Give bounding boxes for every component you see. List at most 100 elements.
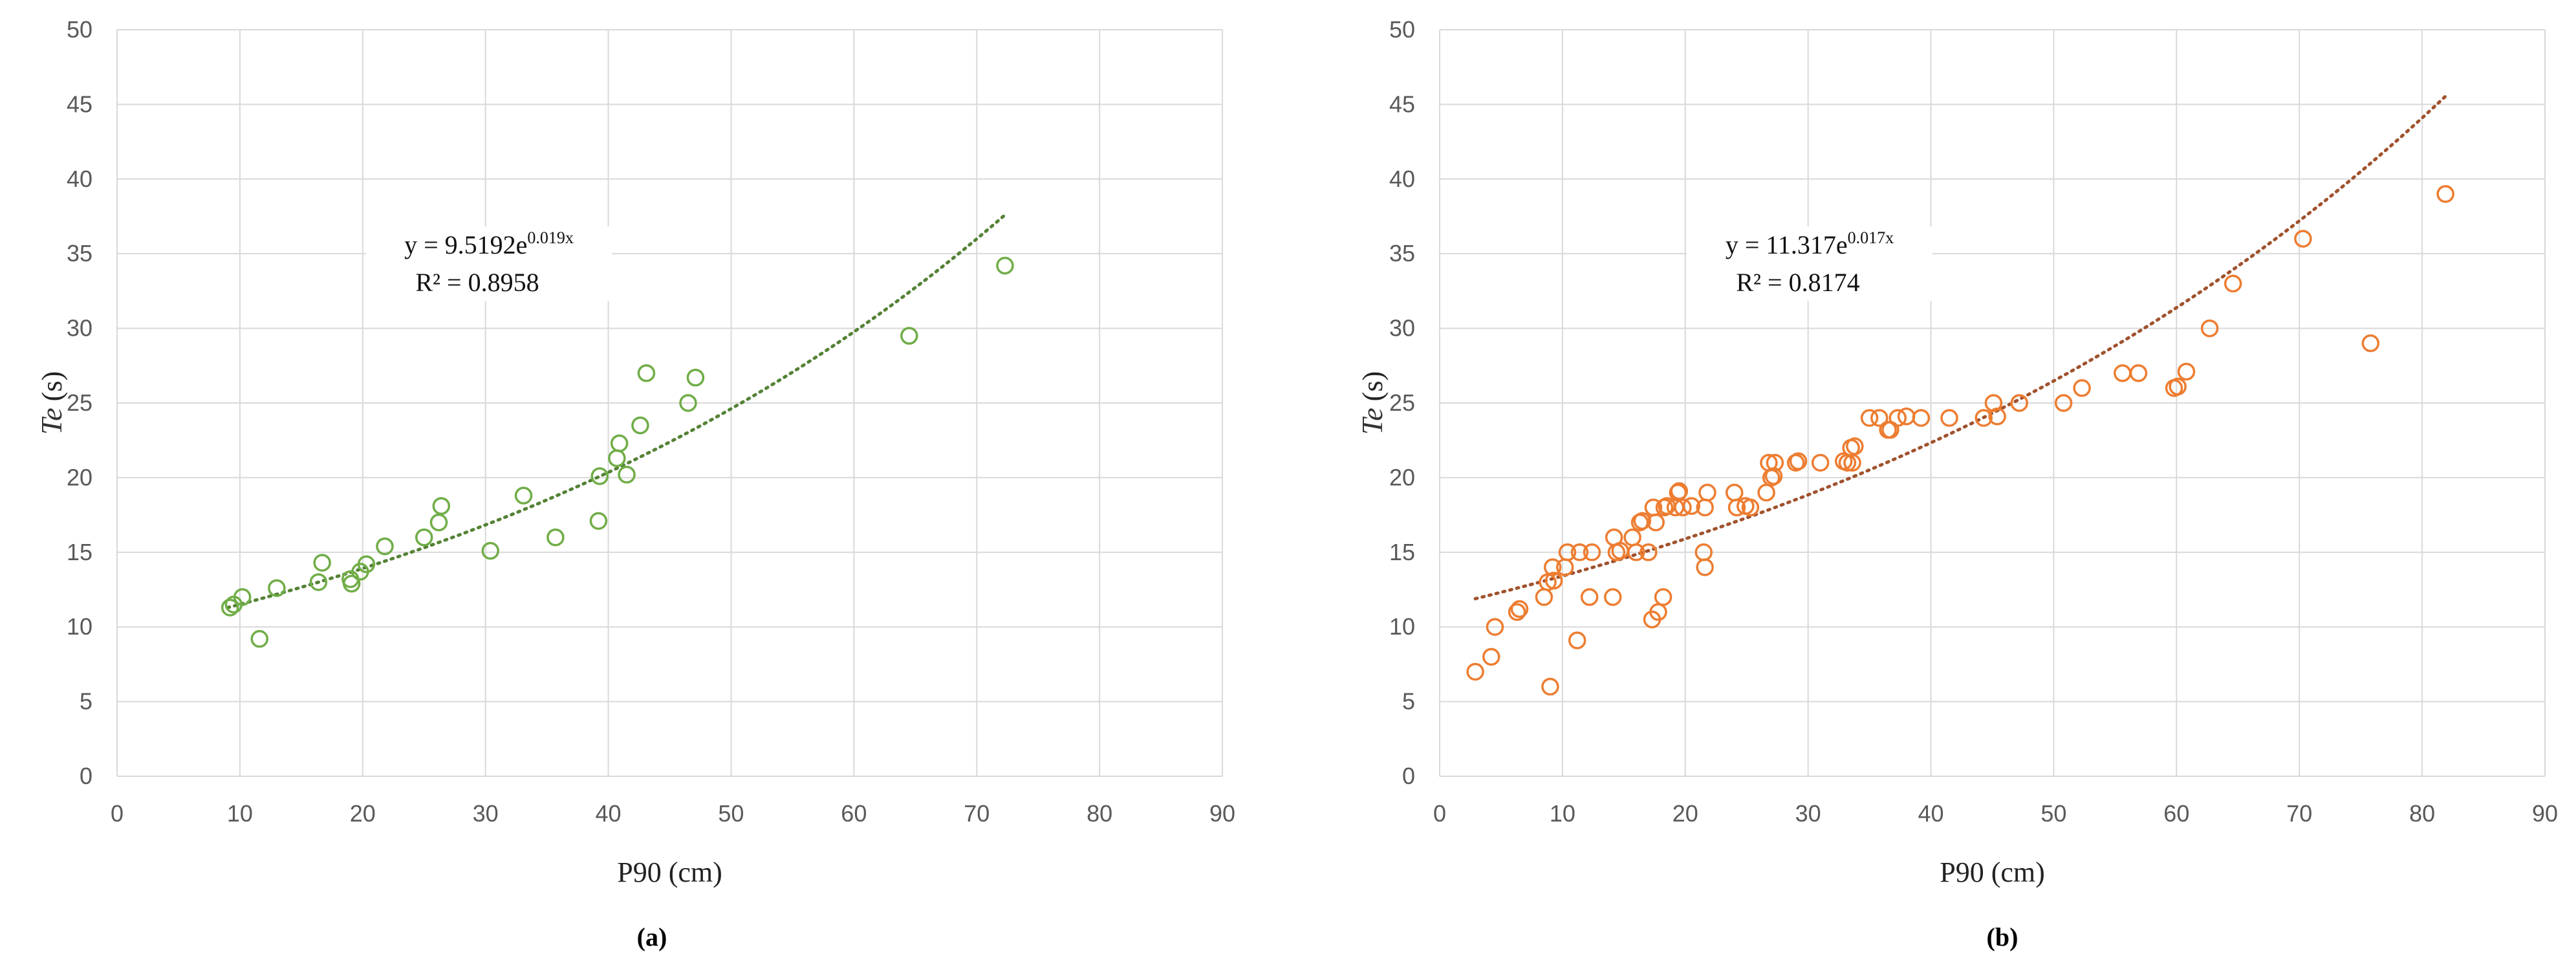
y-tick-label: 35 <box>67 240 92 267</box>
data-point <box>1558 543 1577 561</box>
y-axis-title-symbol: Te <box>1356 408 1389 435</box>
data-point <box>547 528 565 547</box>
y-axis-title-unit: (s) <box>1357 371 1389 401</box>
data-point <box>1535 588 1553 606</box>
data-point <box>357 555 376 574</box>
y-tick-label: 45 <box>1389 91 1415 117</box>
y-tick-label: 15 <box>1389 539 1415 565</box>
x-tick-label: 40 <box>596 800 622 827</box>
x-tick-labels: 0 10 20 30 40 50 60 70 80 90 <box>1433 800 2558 827</box>
data-point <box>432 497 451 516</box>
panel-label: (a) <box>637 922 667 952</box>
y-tick-label: 45 <box>67 91 92 117</box>
data-point <box>1682 497 1701 516</box>
data-point <box>2361 334 2380 353</box>
data-point <box>1633 512 1652 530</box>
x-tick-label: 0 <box>111 800 124 827</box>
data-point <box>679 394 697 412</box>
x-axis-title: P90 (cm) <box>1940 856 2045 888</box>
data-point <box>686 369 705 387</box>
data-point <box>415 528 433 547</box>
x-tick-label: 0 <box>1433 800 1446 827</box>
data-point <box>1670 482 1689 500</box>
data-point <box>1698 483 1716 502</box>
x-tick-label: 20 <box>1672 800 1698 827</box>
data-point <box>996 256 1014 275</box>
x-tick-label: 90 <box>2532 800 2558 827</box>
data-point <box>268 579 286 597</box>
data-point <box>1741 498 1760 517</box>
data-point <box>1940 409 1958 427</box>
data-point <box>1466 662 1484 681</box>
y-tick-label: 5 <box>80 688 92 715</box>
data-point <box>1580 588 1599 606</box>
y-tick-label: 15 <box>67 539 92 565</box>
x-tick-label: 60 <box>2163 800 2189 827</box>
data-point <box>1640 543 1658 561</box>
trend-equation: y = 11.317e0.017x <box>1726 228 1894 259</box>
y-tick-label: 25 <box>1389 389 1415 416</box>
data-point <box>590 467 609 485</box>
y-tick-label: 40 <box>67 166 92 192</box>
data-point <box>309 573 328 591</box>
data-point <box>1766 453 1784 472</box>
y-tick-labels: 0 5 10 15 20 25 30 35 40 45 50 <box>67 16 92 789</box>
data-point <box>2224 274 2242 293</box>
x-tick-label: 40 <box>1918 800 1944 827</box>
data-point <box>1654 588 1672 606</box>
data-point <box>618 466 636 484</box>
data-point <box>1603 588 1622 606</box>
y-tick-label: 0 <box>1402 763 1415 789</box>
data-point <box>250 629 269 648</box>
y-tick-label: 20 <box>67 464 92 490</box>
data-point <box>631 416 649 435</box>
y-tick-label: 50 <box>1389 16 1415 43</box>
data-point <box>1544 571 1563 590</box>
data-point <box>2073 379 2091 397</box>
data-point <box>1860 409 1879 427</box>
equation-background <box>1687 226 1932 301</box>
data-point <box>1912 409 1931 427</box>
data-point <box>376 537 394 556</box>
data-point <box>1757 483 1775 502</box>
data-point <box>1870 409 1889 427</box>
trendline <box>226 213 1007 609</box>
data-point <box>429 513 448 532</box>
data-point <box>221 598 239 616</box>
y-tick-label: 30 <box>1389 315 1415 342</box>
data-point <box>1623 528 1641 547</box>
trend-equation-exponent: 0.019x <box>527 228 574 247</box>
data-point <box>1541 677 1559 696</box>
data-point <box>1482 648 1500 666</box>
equation-background <box>366 226 612 301</box>
data-points <box>1466 185 2454 696</box>
data-point <box>1811 453 1830 472</box>
data-point <box>313 554 331 572</box>
data-point <box>1674 498 1692 517</box>
trend-equation-exponent: 0.017x <box>1848 228 1894 247</box>
chart-panel-a: 0 5 10 15 20 25 30 35 40 45 50 0 10 20 30 40 50 60 70 80 90 P… <box>35 16 1235 952</box>
data-point <box>1889 409 1907 427</box>
data-point <box>1843 453 1861 472</box>
y-tick-label: 10 <box>67 613 92 640</box>
data-point <box>1764 467 1783 485</box>
y-axis-title: Te (s) <box>35 371 68 435</box>
x-tick-label: 60 <box>841 800 867 827</box>
data-point <box>2054 394 2073 412</box>
data-point <box>1486 618 1504 636</box>
x-tick-label: 10 <box>227 800 253 827</box>
y-axis-title: Te (s) <box>1356 371 1389 435</box>
data-point <box>1510 600 1529 618</box>
data-point <box>1696 558 1714 576</box>
data-point <box>1789 452 1808 470</box>
trend-equation-base: y = 11.317e <box>1726 230 1848 259</box>
data-point <box>481 541 500 560</box>
r-squared-label: R² = 0.8174 <box>1736 268 1859 297</box>
x-axis-title: P90 (cm) <box>617 856 722 888</box>
data-point <box>2294 230 2312 248</box>
data-point <box>1647 513 1665 532</box>
data-point <box>900 327 918 345</box>
y-tick-label: 35 <box>1389 240 1415 267</box>
r-squared-label: R² = 0.8958 <box>415 268 539 297</box>
